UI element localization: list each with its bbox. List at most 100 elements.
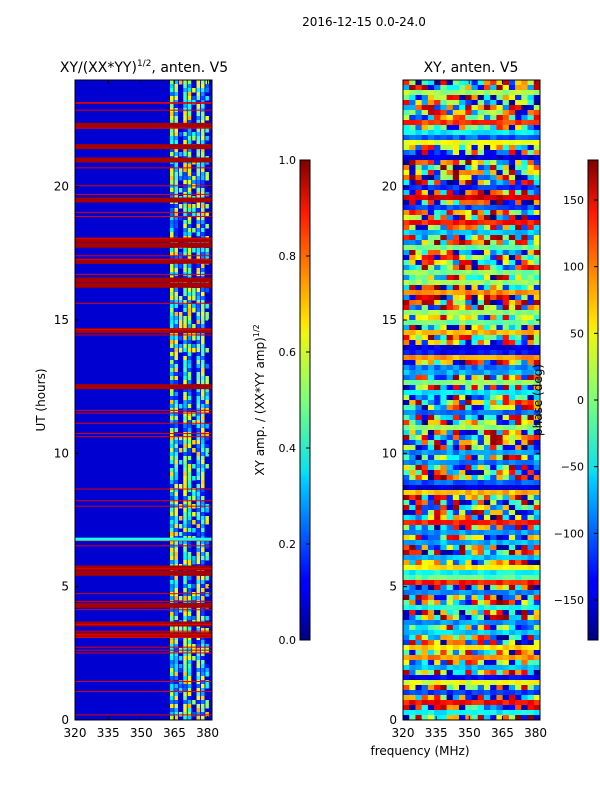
right-heatmap-cell [427,405,435,411]
left-heatmap-cell [170,708,174,713]
right-heatmap-cell [502,240,510,246]
left-heatmap-cell [170,344,174,349]
right-heatmap-cell [502,425,510,431]
right-heatmap-cell [427,220,435,226]
right-heatmap-cell [465,105,472,111]
right-heatmap-cell [508,130,516,136]
right-heatmap-cell [434,600,441,606]
right-heatmap-cell [440,490,447,496]
right-heatmap-cell [477,630,485,636]
right-heatmap-cell [403,690,410,696]
right-heatmap-cell [452,705,460,711]
right-heatmap-cell [421,290,429,296]
left-heatmap-cell [174,660,178,665]
right-heatmap-cell [477,480,485,486]
right-heatmap-cell [415,100,423,106]
right-heatmap-cell [527,350,535,356]
right-heatmap-cell [527,390,535,396]
right-heatmap-cell [434,495,441,501]
right-heatmap-cell [471,200,479,206]
left-heatmap-cell [183,696,187,701]
left-heatmap-cell [183,452,187,457]
right-heatmap-cell [502,435,510,441]
right-heatmap-cell [409,445,416,451]
right-heatmap-cell [508,230,516,236]
right-heatmap-cell [415,690,423,696]
right-heatmap-cell [440,390,447,396]
right-heatmap-cell [471,415,479,421]
right-heatmap-cell [496,290,504,296]
right-heatmap-cell [508,380,516,386]
right-heatmap-cell [459,440,466,446]
right-heatmap-cell [459,280,466,286]
right-heatmap-cell [527,305,535,311]
right-heatmap-cell [446,415,454,421]
right-heatmap-cell [490,230,497,236]
right-heatmap-cell [490,505,497,511]
right-heatmap-cell [496,375,504,381]
right-heatmap-cell [483,90,491,96]
left-heatmap-cell [192,208,196,213]
right-heatmap-cell [403,275,410,281]
right-heatmap-cell [502,270,510,276]
right-heatmap-cell [496,125,504,131]
right-heatmap-cell [483,270,491,276]
figure-suptitle: 2016-12-15 0.0-24.0 [302,15,426,29]
right-heatmap-cell [427,345,435,351]
left-heatmap-cell [170,684,174,689]
right-heatmap-cell [483,115,491,121]
right-heatmap-cell [471,615,479,621]
right-heatmap-cell [490,125,497,131]
left-heatmap-cell [187,532,192,537]
right-heatmap-cell [508,655,516,661]
left-heatmap-cell [183,140,187,145]
left-heatmap-cell [178,440,183,445]
right-heatmap-cell [521,655,528,661]
left-heatmap-cell [187,444,192,449]
right-heatmap-cell [409,525,416,531]
right-heatmap-cell [521,345,528,351]
left-heatmap-cell [183,304,187,309]
right-heatmap-cell [533,90,540,96]
left-heatmap-cell [205,712,209,717]
right-heatmap-cell [465,370,472,376]
right-heatmap-cell [483,130,491,136]
right-heatmap-cell [527,310,535,316]
right-heatmap-cell [459,320,466,326]
right-heatmap-cell [427,245,435,251]
left-heatmap-cell [205,304,209,309]
right-heatmap-cell [521,440,528,446]
right-heatmap-cell [490,510,497,516]
left-heatmap-cell [200,148,205,153]
left-heatmap-cell [170,140,174,145]
left-heatmap-cell [174,168,178,173]
left-heatmap-cell [187,700,192,705]
right-heatmap-cell [403,345,410,351]
right-heatmap-cell [421,125,429,131]
left-heatmap-cell [174,312,178,317]
right-heatmap-cell [521,350,528,356]
right-heatmap-cell [477,370,485,376]
right-heatmap-cell [415,590,423,596]
right-heatmap-cell [521,630,528,636]
left-heatmap-cell [170,712,174,717]
left-heatmap-cell [174,80,178,85]
left-heatmap-cell [196,448,201,453]
right-heatmap-cell [452,295,460,301]
right-heatmap-cell [471,155,479,161]
right-heatmap-cell [415,370,423,376]
right-heatmap-cell [527,375,535,381]
left-heatmap-cell [174,472,178,477]
right-heatmap-cell [427,160,435,166]
right-heatmap-cell [471,545,479,551]
left-heatmap-cell [183,376,187,381]
left-heatmap-cell [196,252,201,257]
right-heatmap-cell [508,510,516,516]
left-heatmap-cell [174,216,178,221]
right-heatmap-cell [477,155,485,161]
right-heatmap-cell [459,195,466,201]
left-heatmap-cell [205,312,209,317]
left-heatmap-cell [187,84,192,89]
right-heatmap-cell [521,210,528,216]
right-heatmap-cell [465,520,472,526]
